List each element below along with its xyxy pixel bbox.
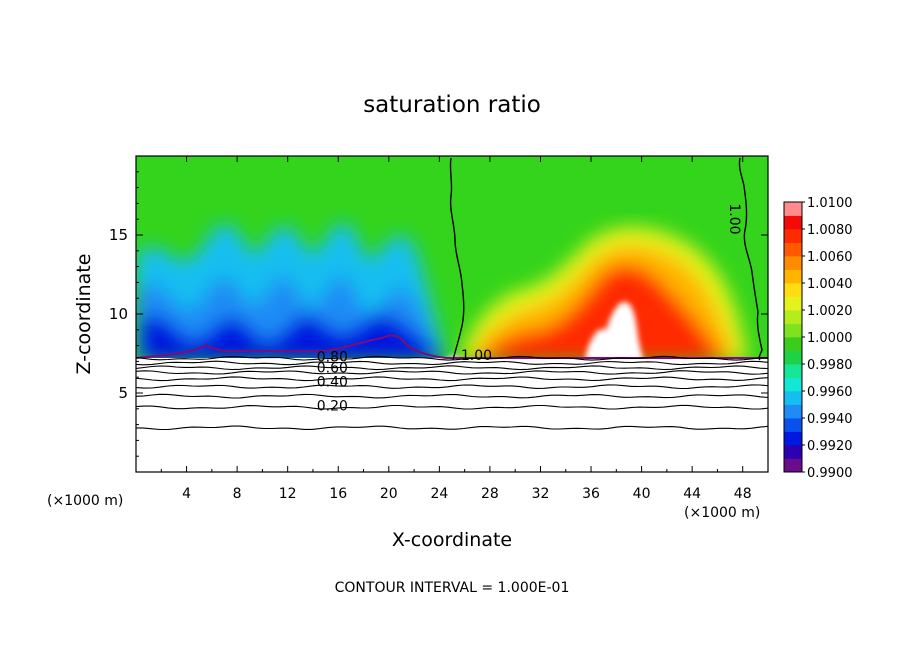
x-axis-label: X-coordinate [392,529,512,551]
contour-1-00-right [738,157,763,361]
contour-labels: 0.800.600.40 0.20 1.00 1.00 [317,203,742,414]
contour-line-lower [136,384,768,390]
colorbar-label: 1.0000 [807,331,853,346]
colorbar-swatch [784,418,802,432]
colorbar: 1.0100 1.0080 1.0060 1.0040 1.0020 1.0000 0.99… [783,196,853,481]
colorbar-swatch [784,391,802,405]
colorbar-swatch [784,323,802,338]
terrain-top [136,334,768,359]
x-tick-label: 8 [233,486,242,502]
contour-line-lower [136,393,768,399]
contour-line-lower [136,355,768,361]
x-tick-label: 28 [481,486,499,502]
colorbar-label: 0.9900 [807,466,853,481]
contour-label: 0.60 [317,360,348,376]
y-tick-label: 5 [118,384,128,402]
colorbar-swatch [784,256,802,270]
colorbar-swatch [784,404,802,419]
colorbar-swatch [784,350,802,365]
contour-line-lower [136,370,768,375]
colorbar-swatch [784,364,802,378]
x-unit-left: (×1000 m) [47,493,123,509]
colorbar-swatch [784,202,802,216]
colorbar-label: 1.0020 [807,304,853,319]
x-tick-label: 24 [430,486,448,502]
colorbar-swatch [784,229,802,243]
contour-1-00-central [449,157,465,361]
x-tick-label: 32 [532,486,550,502]
plot-area: 0.800.600.40 0.20 1.00 1.00 [136,156,768,472]
colorbar-swatch [784,269,802,284]
contour-line-lower [136,365,768,371]
contour-line-lower [136,360,768,366]
contour-interval-note: CONTOUR INTERVAL = 1.000E-01 [335,580,570,596]
colorbar-swatch [784,377,802,392]
colorbar-label: 0.9920 [807,439,853,454]
y-axis-label: Z-coordinate [73,254,95,375]
colorbar-label: 1.0040 [807,277,853,292]
x-tick-label: 20 [380,486,398,502]
contour-label: 0.80 [317,349,348,365]
colorbar-swatch [784,296,802,311]
colorbar-swatch [784,283,802,297]
lower-region [136,358,768,472]
y-axis: 5 10 15 [109,171,768,457]
contour-label: 1.00 [461,348,492,364]
contour-label: 0.40 [317,375,348,391]
x-tick-label: 12 [279,486,297,502]
colorbar-swatch [784,431,802,446]
colorbar-label: 1.0100 [807,196,853,211]
colorbar-label: 1.0080 [807,223,853,238]
colorbar-swatch [784,458,802,473]
x-tick-label: 48 [734,486,752,502]
colorbar-swatch [784,215,802,230]
colorbar-swatch [784,242,802,257]
x-tick-label: 16 [329,486,347,502]
y-tick-label: 15 [109,226,128,244]
chart-title: saturation ratio [363,92,541,118]
color-field [136,156,768,361]
contour-label: 0.20 [317,398,348,414]
colorbar-swatch [784,337,802,351]
x-tick-label: 44 [683,486,701,502]
colorbar-label: 0.9960 [807,385,853,400]
y-tick-label: 10 [109,305,128,323]
x-axis: 4 8 12 16 20 24 28 32 36 40 44 48 [160,156,752,502]
colorbar-swatch [784,310,802,324]
x-unit-right: (×1000 m) [684,505,760,521]
colorbar-label: 0.9940 [807,412,853,427]
contour-line-lower [136,376,768,382]
colorbar-label: 0.9980 [807,358,853,373]
x-tick-label: 36 [582,486,600,502]
x-tick-label: 4 [182,486,191,502]
colorbar-swatch [784,445,802,459]
contour-line-lower [136,404,768,410]
x-tick-label: 40 [633,486,651,502]
contour-label: 1.00 [726,203,742,234]
contour-lines [136,355,768,431]
colorbar-label: 1.0060 [807,250,853,265]
contour-line-lower [136,425,768,431]
